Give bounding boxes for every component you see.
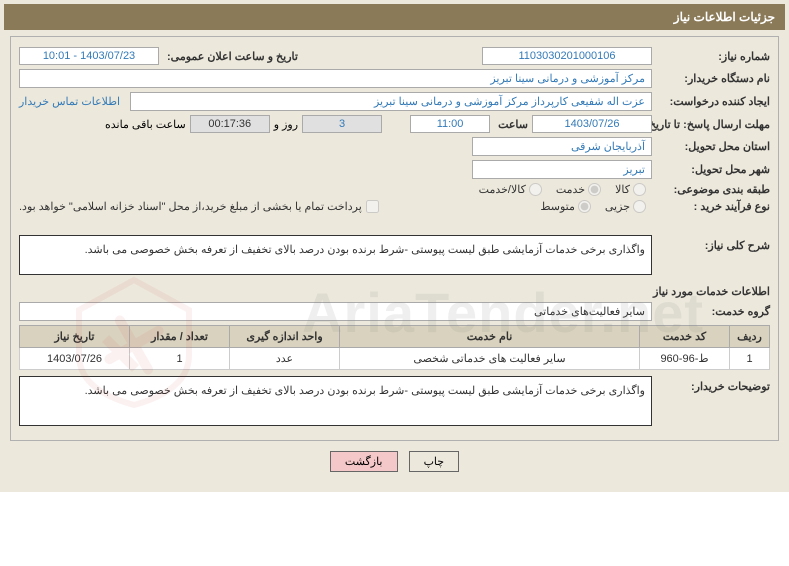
footer-buttons: چاپ بازگشت [10,441,779,482]
summary-label: شرح کلی نیاز: [660,235,770,252]
deadline-label: مهلت ارسال پاسخ: تا تاریخ: [660,118,770,131]
cell-unit: عدد [230,348,340,370]
hour-label: ساعت [498,118,528,131]
need-no-label: شماره نیاز: [660,50,770,63]
announce-label: تاریخ و ساعت اعلان عمومی: [167,50,298,63]
class-label: طبقه بندی موضوعی: [660,183,770,196]
proc-label: نوع فرآیند خرید : [660,200,770,213]
proc-radio-medium[interactable]: متوسط [540,200,591,213]
timer-value: 00:17:36 [190,115,270,133]
buyer-notes-label: توضیحات خریدار: [660,376,770,393]
form-panel: شماره نیاز: 1103030201000106 تاریخ و ساع… [10,36,779,441]
cell-qty: 1 [130,348,230,370]
cell-name: سایر فعالیت های خدماتی شخصی [340,348,640,370]
row-need-no: شماره نیاز: 1103030201000106 تاریخ و ساع… [19,47,770,65]
need-no-value: 1103030201000106 [482,47,652,65]
province-value: آذربایجان شرقی [472,137,652,156]
city-value: تبریز [472,160,652,179]
row-summary: شرح کلی نیاز: واگذاری برخی خدمات آزمایشی… [19,235,770,275]
proc-radio-minor[interactable]: جزیی [605,200,646,213]
row-province: استان محل تحویل: آذربایجان شرقی [19,137,770,156]
row-requester: ایجاد کننده درخواست: عزت اله شفیعی کارپر… [19,92,770,111]
row-deadline: مهلت ارسال پاسخ: تا تاریخ: 1403/07/26 سا… [19,115,770,133]
days-value: 3 [302,115,382,133]
table-row: 1 ط-96-960 سایر فعالیت های خدماتی شخصی ع… [20,348,770,370]
days-and-label: روز و [274,118,298,131]
buyer-notes-box: واگذاری برخی خدمات آزمایشی طبق لیست پیوس… [19,376,652,426]
table-header-row: ردیف کد خدمت نام خدمت واحد اندازه گیری ت… [20,326,770,348]
cell-row: 1 [730,348,770,370]
th-unit: واحد اندازه گیری [230,326,340,348]
print-button[interactable]: چاپ [409,451,460,472]
requester-value: عزت اله شفیعی کارپرداز مرکز آموزشی و درم… [130,92,652,111]
buyer-label: نام دستگاه خریدار: [660,72,770,85]
province-label: استان محل تحویل: [660,140,770,153]
th-name: نام خدمت [340,326,640,348]
th-code: کد خدمت [640,326,730,348]
proc-radios: جزیی متوسط [540,200,646,213]
payment-note: پرداخت تمام یا بخشی از مبلغ خرید،از محل … [19,200,362,213]
row-buyer: نام دستگاه خریدار: مرکز آموزشی و درمانی … [19,69,770,88]
class-radio-goods[interactable]: کالا [615,183,646,196]
row-process: نوع فرآیند خرید : جزیی متوسط پرداخت تمام… [19,200,770,213]
group-label: گروه خدمت: [660,305,770,318]
cell-date: 1403/07/26 [20,348,130,370]
services-table: ردیف کد خدمت نام خدمت واحد اندازه گیری ت… [19,325,770,370]
remaining-label: ساعت باقی مانده [105,118,186,131]
class-radios: کالا خدمت کالا/خدمت [479,183,646,196]
th-qty: تعداد / مقدار [130,326,230,348]
payment-checkbox[interactable]: پرداخت تمام یا بخشی از مبلغ خرید،از محل … [19,200,379,213]
back-button[interactable]: بازگشت [330,451,398,472]
deadline-hour: 11:00 [410,115,490,133]
row-group: گروه خدمت: سایر فعالیت‌های خدماتی [19,302,770,321]
cell-code: ط-96-960 [640,348,730,370]
class-radio-both[interactable]: کالا/خدمت [479,183,542,196]
buyer-value: مرکز آموزشی و درمانی سینا تبریز [19,69,652,88]
requester-label: ایجاد کننده درخواست: [660,95,770,108]
th-row: ردیف [730,326,770,348]
announce-value: 1403/07/23 - 10:01 [19,47,159,65]
deadline-date: 1403/07/26 [532,115,652,133]
main-container: جزئیات اطلاعات نیاز AriaTender.net شماره… [0,0,789,492]
class-radio-service[interactable]: خدمت [556,183,601,196]
row-buyer-notes: توضیحات خریدار: واگذاری برخی خدمات آزمای… [19,376,770,426]
th-date: تاریخ نیاز [20,326,130,348]
title-bar: جزئیات اطلاعات نیاز [4,4,785,30]
content-area: AriaTender.net شماره نیاز: 1103030201000… [4,30,785,488]
contact-link[interactable]: اطلاعات تماس خریدار [19,95,120,108]
row-classification: طبقه بندی موضوعی: کالا خدمت کالا/خدمت [19,183,770,196]
row-city: شهر محل تحویل: تبریز [19,160,770,179]
summary-box: واگذاری برخی خدمات آزمایشی طبق لیست پیوس… [19,235,652,275]
group-value: سایر فعالیت‌های خدماتی [19,302,652,321]
city-label: شهر محل تحویل: [660,163,770,176]
services-section-title: اطلاعات خدمات مورد نیاز [19,285,770,298]
